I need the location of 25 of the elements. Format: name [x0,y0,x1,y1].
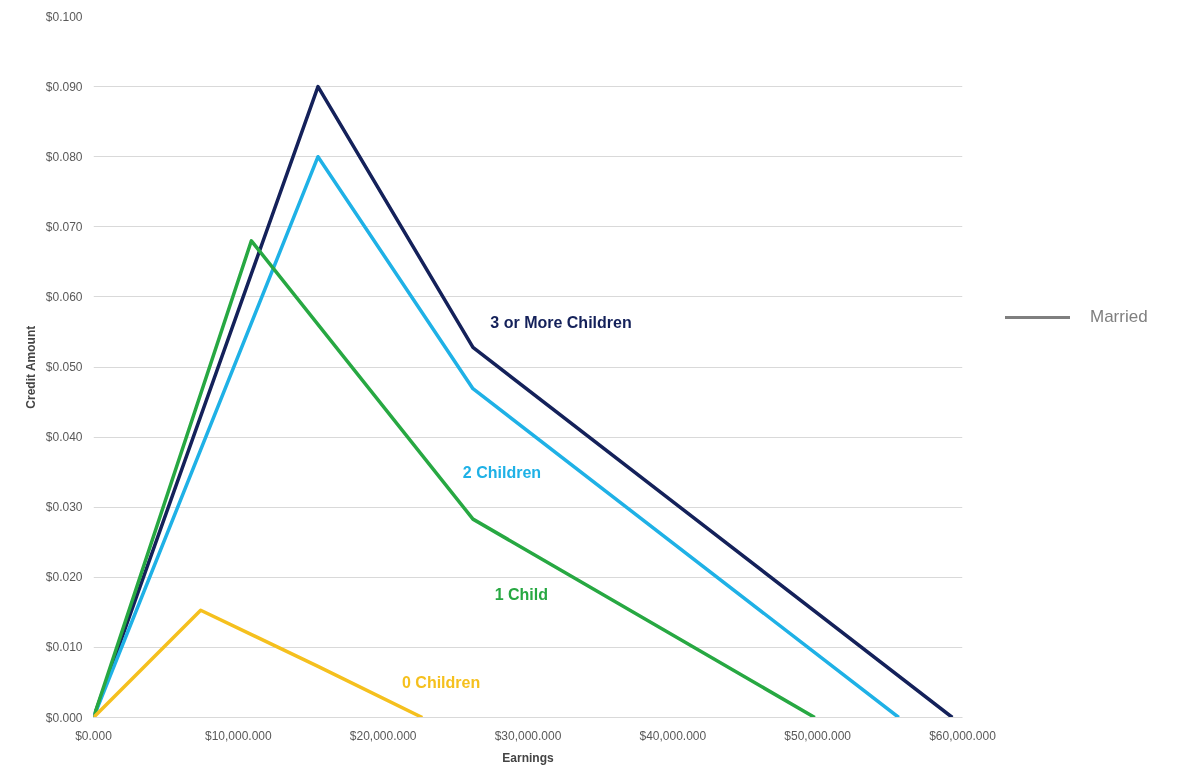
y-tick-label: $0.000 [45,710,83,725]
y-tick-label: $0.020 [45,570,83,585]
y-tick-label: $0.050 [45,360,83,374]
y-axis-title: Credit Amount [23,325,38,409]
y-tick-label: $0.100 [45,9,83,24]
x-tick-label: $10,000.000 [204,728,273,743]
x-tick-label: $30,000.000 [494,728,562,743]
y-tick-label: $0.040 [45,430,83,445]
y-tick-label: $0.070 [45,219,83,234]
series-label: 3 or More Children [490,313,632,331]
series-label: 0 Children [401,673,481,691]
y-tick-label: $0.090 [45,79,83,94]
y-tick-label: $0.010 [45,640,83,655]
x-tick-label: $40,000.000 [639,728,707,743]
series-label: 1 Child [494,586,549,604]
legend-title: Married [1090,306,1148,328]
y-tick-label: $0.030 [45,500,83,515]
y-tick-label: $0.080 [45,149,83,164]
x-tick-label: $60,000.000 [929,728,997,743]
x-tick-label: $20,000.000 [349,728,417,743]
x-tick-label: $0.000 [75,728,113,743]
series-label: 2 Children [462,463,542,481]
x-tick-label: $50,000.000 [784,728,852,743]
y-tick-label: $0.060 [45,289,83,304]
x-axis-title: Earnings [502,750,554,765]
